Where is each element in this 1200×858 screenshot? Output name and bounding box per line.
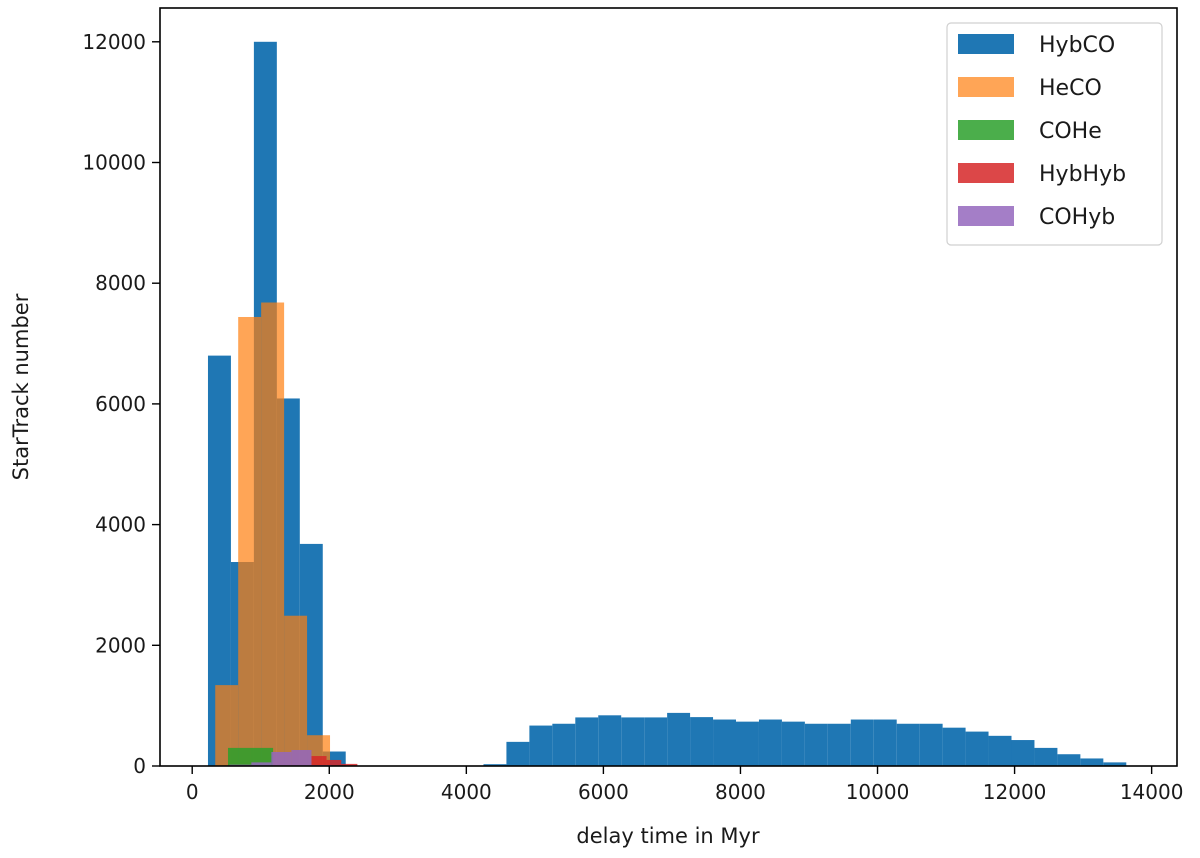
- bar-HybCO-29: [873, 719, 897, 766]
- bar-HybCO-22: [713, 719, 737, 766]
- x-tick-label: 4000: [441, 780, 492, 804]
- bar-HybCO-13: [506, 741, 530, 766]
- x-tick-label: 12000: [983, 780, 1047, 804]
- legend-label: HybCO: [1039, 33, 1115, 58]
- bar-HeCO-0: [215, 685, 239, 766]
- legend-label: COHe: [1039, 119, 1102, 144]
- legend-item-COHe: COHe: [958, 119, 1102, 144]
- y-tick-label: 8000: [95, 271, 146, 295]
- bar-HybCO-23: [736, 721, 759, 766]
- bar-HybCO-15: [552, 723, 576, 766]
- y-tick-label: 2000: [95, 633, 146, 657]
- bar-HybCO-38: [1080, 758, 1104, 766]
- legend-swatch: [958, 77, 1014, 97]
- x-tick-label: 0: [186, 780, 199, 804]
- bar-HybCO-30: [896, 723, 920, 766]
- bar-HybCO-25: [781, 721, 805, 766]
- legend-item-COHyb: COHyb: [958, 205, 1115, 230]
- x-tick-label: 10000: [846, 780, 910, 804]
- bar-HybCO-35: [1011, 740, 1035, 766]
- bar-HeCO-3: [284, 615, 308, 766]
- legend-label: HeCO: [1039, 76, 1102, 101]
- bar-HybCO-33: [965, 731, 989, 766]
- bar-COHyb-1: [251, 762, 272, 766]
- bar-HybCO-26: [804, 723, 828, 766]
- bar-HybCO-16: [575, 717, 599, 766]
- legend-swatch: [958, 34, 1014, 54]
- x-tick-label: 6000: [578, 780, 629, 804]
- legend-swatch: [958, 206, 1014, 226]
- x-tick-label: 2000: [304, 780, 355, 804]
- y-tick-label: 6000: [95, 392, 146, 416]
- legend-item-HeCO: HeCO: [958, 76, 1102, 101]
- bar-HybCO-19: [644, 717, 668, 766]
- bar-COHyb-3: [291, 750, 312, 766]
- x-axis-ticks: 0 2000 4000 6000 8000 10000 12000 14000: [186, 766, 1184, 804]
- bar-HybCO-24: [758, 719, 782, 766]
- bar-HybCO-28: [850, 719, 874, 766]
- bar-HybCO-18: [621, 717, 645, 766]
- x-tick-label: 14000: [1120, 780, 1184, 804]
- legend-label: HybHyb: [1039, 162, 1126, 187]
- y-tick-label: 4000: [95, 513, 146, 537]
- bar-COHyb-2: [271, 751, 292, 766]
- bar-HybCO-12: [483, 764, 507, 766]
- bar-HybCO-37: [1057, 754, 1081, 766]
- legend: HybCO HeCO COHe HybHyb COHyb: [946, 22, 1163, 246]
- series-COHe: [227, 747, 274, 766]
- bar-HeCO-2: [261, 302, 285, 766]
- bar-HybHyb-2: [341, 763, 358, 766]
- plot-frame: [159, 7, 1178, 767]
- y-axis-label: StarTrack number: [9, 293, 33, 480]
- legend-label: COHyb: [1039, 205, 1115, 230]
- bar-HeCO-1: [238, 316, 262, 766]
- bar-HybCO-31: [919, 723, 943, 766]
- x-axis-label: delay time in Myr: [576, 824, 760, 848]
- bar-HybCO-27: [827, 723, 851, 766]
- bar-HybCO-32: [942, 727, 966, 766]
- bar-HybCO-17: [598, 715, 622, 766]
- series-HeCO: [215, 302, 331, 766]
- bar-HybHyb-0: [311, 756, 327, 766]
- y-tick-label: 12000: [82, 30, 146, 54]
- bars-layer: [207, 41, 1127, 766]
- x-tick-label: 8000: [715, 780, 766, 804]
- series-HybHyb: [311, 756, 358, 766]
- bar-COHe-1: [250, 747, 274, 766]
- bar-HybCO-34: [988, 735, 1012, 766]
- bar-HybHyb-1: [326, 759, 342, 766]
- legend-swatch: [958, 120, 1014, 140]
- bar-HybCO-14: [529, 725, 553, 766]
- y-tick-label: 0: [133, 754, 146, 778]
- legend-item-HybCO: HybCO: [958, 33, 1115, 58]
- legend-swatch: [958, 163, 1014, 183]
- bar-HybCO-36: [1034, 747, 1058, 766]
- bar-HybCO-21: [690, 717, 714, 766]
- y-tick-label: 10000: [82, 150, 146, 174]
- legend-item-HybHyb: HybHyb: [958, 162, 1126, 187]
- bar-HybCO-39: [1103, 762, 1127, 766]
- bar-COHe-0: [227, 747, 251, 766]
- y-axis-ticks: 0 2000 4000 6000 8000 10000 12000: [82, 30, 160, 778]
- bar-HybCO-0: [207, 355, 231, 766]
- bar-HybCO-20: [667, 712, 691, 766]
